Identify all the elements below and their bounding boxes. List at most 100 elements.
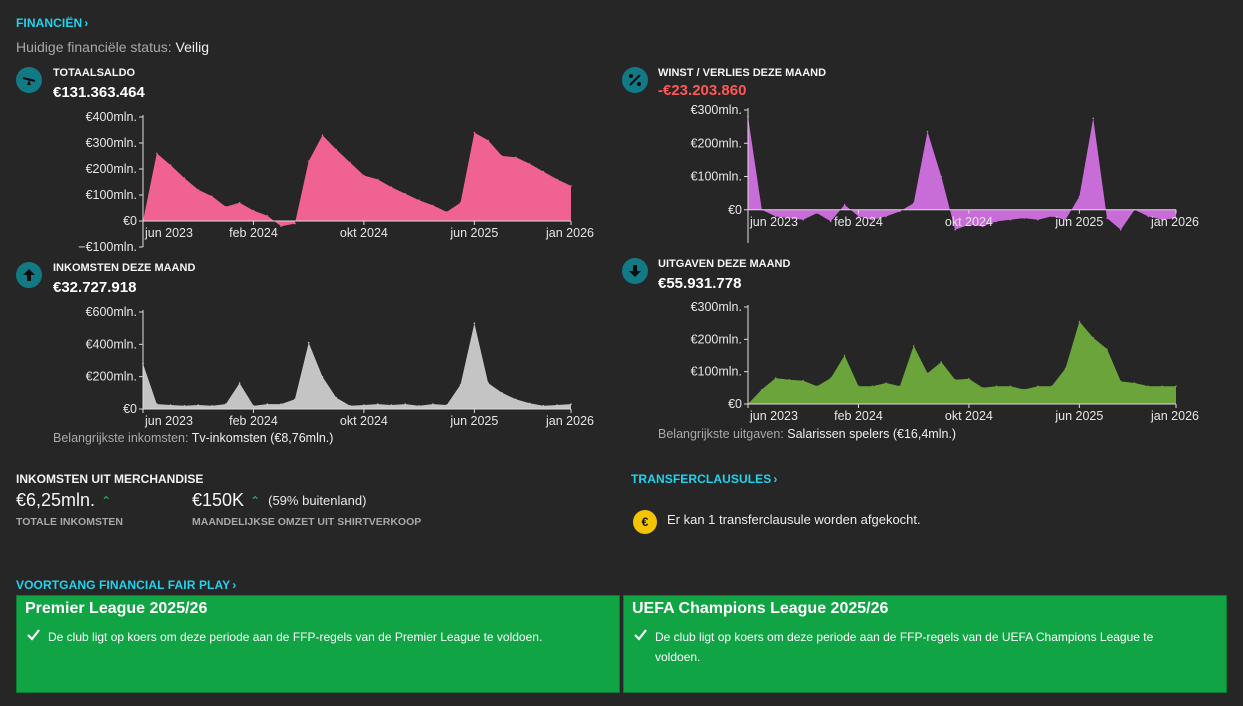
profit-point bbox=[1106, 217, 1108, 219]
profit-point bbox=[788, 217, 791, 219]
income-point bbox=[376, 403, 379, 405]
chevron-right-icon: › bbox=[773, 472, 778, 486]
transfer-clauses-link-label[interactable]: TRANSFERCLAUSULES bbox=[631, 472, 772, 486]
profit-point bbox=[1092, 117, 1094, 120]
income-footnote-label: Belangrijkste inkomsten: bbox=[53, 431, 189, 445]
expenses-x-tick-label: jun 2025 bbox=[1054, 409, 1103, 423]
balance-point bbox=[183, 177, 186, 179]
expenses-point bbox=[926, 372, 929, 375]
profit-area bbox=[748, 116, 1176, 230]
checkmark-icon bbox=[27, 629, 40, 641]
expenses-x-tick-label: okt 2024 bbox=[945, 409, 993, 423]
balance-point bbox=[487, 139, 490, 142]
ffp-box-premier-league: Premier League 2025/26 De club ligt op k… bbox=[16, 595, 620, 693]
income-point bbox=[307, 341, 310, 344]
profit-point bbox=[912, 202, 915, 204]
income-point bbox=[183, 405, 186, 407]
expenses-point bbox=[1161, 385, 1163, 387]
profit-y-tick-label: €0 bbox=[728, 203, 742, 217]
balance-point bbox=[404, 192, 407, 195]
profit-y-tick-label: €300mln. bbox=[691, 103, 742, 117]
ffp-box-title: Premier League 2025/26 bbox=[25, 600, 208, 617]
balance-point bbox=[280, 225, 282, 227]
profit-y-tick-label: €200mln. bbox=[691, 136, 742, 150]
balance-point bbox=[459, 202, 462, 204]
income-point bbox=[197, 404, 199, 406]
profit-point bbox=[843, 204, 846, 206]
balance-point bbox=[252, 209, 255, 212]
income-point bbox=[266, 403, 269, 405]
balance-point bbox=[515, 156, 517, 159]
profit-point bbox=[954, 228, 956, 231]
balance-point bbox=[376, 178, 379, 181]
balance-point bbox=[445, 211, 448, 213]
profit-x-tick-label: jun 2023 bbox=[749, 215, 798, 229]
expenses-point bbox=[1106, 348, 1108, 350]
income-point bbox=[528, 402, 531, 405]
ffp-link[interactable]: VOORTGANG FINANCIAL FAIR PLAY › bbox=[16, 578, 236, 592]
ffp-box-message: De club ligt op koers om deze periode aa… bbox=[27, 627, 597, 647]
income-footnote-value: Tv-inkomsten (€8,76mln.) bbox=[191, 431, 334, 445]
expenses-y-tick-label: €300mln. bbox=[691, 300, 742, 314]
profit-point bbox=[816, 212, 818, 214]
income-point bbox=[349, 405, 351, 407]
income-point bbox=[432, 403, 434, 405]
profit-point bbox=[968, 223, 970, 226]
trend-up-icon: ⌃ bbox=[101, 493, 112, 508]
expenses-point bbox=[1009, 385, 1012, 387]
profit-point bbox=[940, 175, 943, 178]
income-x-tick-label: feb 2024 bbox=[229, 414, 278, 428]
expenses-point bbox=[1092, 336, 1094, 339]
transfer-clauses-link[interactable]: TRANSFERCLAUSULES › bbox=[631, 472, 777, 486]
chevron-right-icon: › bbox=[84, 16, 89, 30]
expenses-point bbox=[1133, 382, 1136, 384]
balance-point bbox=[528, 163, 531, 165]
income-point bbox=[238, 382, 241, 384]
expenses-point bbox=[761, 388, 763, 391]
expenses-title: UITGAVEN DEZE MAAND bbox=[658, 258, 791, 270]
expenses-footnote-label: Belangrijkste uitgaven: bbox=[658, 427, 784, 441]
ffp-box-message-text: De club ligt op koers om deze periode aa… bbox=[655, 630, 1154, 664]
balance-y-tick-label: €300mln. bbox=[86, 136, 137, 150]
expenses-point bbox=[788, 379, 791, 381]
balance-y-tick-label: €0 bbox=[123, 214, 137, 228]
expenses-point bbox=[1120, 380, 1122, 383]
profit-x-tick-label: jan 2026 bbox=[1150, 215, 1199, 229]
income-x-tick-label: jun 2025 bbox=[449, 414, 498, 428]
euro-coin-icon: € bbox=[633, 510, 657, 534]
merch-total-label: TOTALE INKOMSTEN bbox=[16, 516, 123, 528]
balance-x-tick-label: feb 2024 bbox=[229, 226, 278, 240]
profit-y-tick-label: €100mln. bbox=[691, 170, 742, 184]
income-point bbox=[501, 392, 503, 394]
expenses-point bbox=[802, 379, 804, 382]
income-point bbox=[169, 404, 172, 406]
finance-link[interactable]: FINANCIËN › bbox=[16, 16, 88, 30]
income-point bbox=[487, 382, 490, 384]
expenses-x-tick-label: jun 2023 bbox=[749, 409, 798, 423]
expenses-y-tick-label: €100mln. bbox=[691, 365, 742, 379]
expenses-footnote: Belangrijkste uitgaven: Salarissen spele… bbox=[658, 427, 956, 441]
income-x-tick-label: jun 2023 bbox=[144, 414, 193, 428]
balance-point bbox=[197, 189, 199, 191]
balance-point bbox=[307, 160, 310, 162]
expenses-point bbox=[857, 385, 860, 387]
profit-point bbox=[885, 215, 887, 218]
expenses-x-tick-label: feb 2024 bbox=[834, 409, 883, 423]
expenses-point bbox=[1050, 385, 1053, 387]
profit-point bbox=[1147, 215, 1150, 218]
finance-link-label[interactable]: FINANCIËN bbox=[16, 16, 83, 30]
income-point bbox=[390, 404, 393, 406]
merch-shirt-value: €150K bbox=[192, 490, 245, 510]
income-point bbox=[280, 403, 282, 405]
transfer-message: Er kan 1 transferclausule worden afgekoc… bbox=[667, 512, 921, 527]
profit-x-tick-label: okt 2024 bbox=[945, 215, 993, 229]
balance-point bbox=[501, 155, 503, 157]
ffp-link-label[interactable]: VOORTGANG FINANCIAL FAIR PLAY bbox=[16, 578, 231, 592]
expenses-point bbox=[954, 379, 956, 381]
balance-x-tick-label: jan 2026 bbox=[545, 226, 594, 240]
income-point bbox=[459, 384, 462, 386]
expenses-point bbox=[1064, 367, 1067, 370]
income-x-tick-label: jan 2026 bbox=[545, 414, 594, 428]
profit-point bbox=[1023, 217, 1025, 219]
balance-area bbox=[143, 132, 571, 227]
